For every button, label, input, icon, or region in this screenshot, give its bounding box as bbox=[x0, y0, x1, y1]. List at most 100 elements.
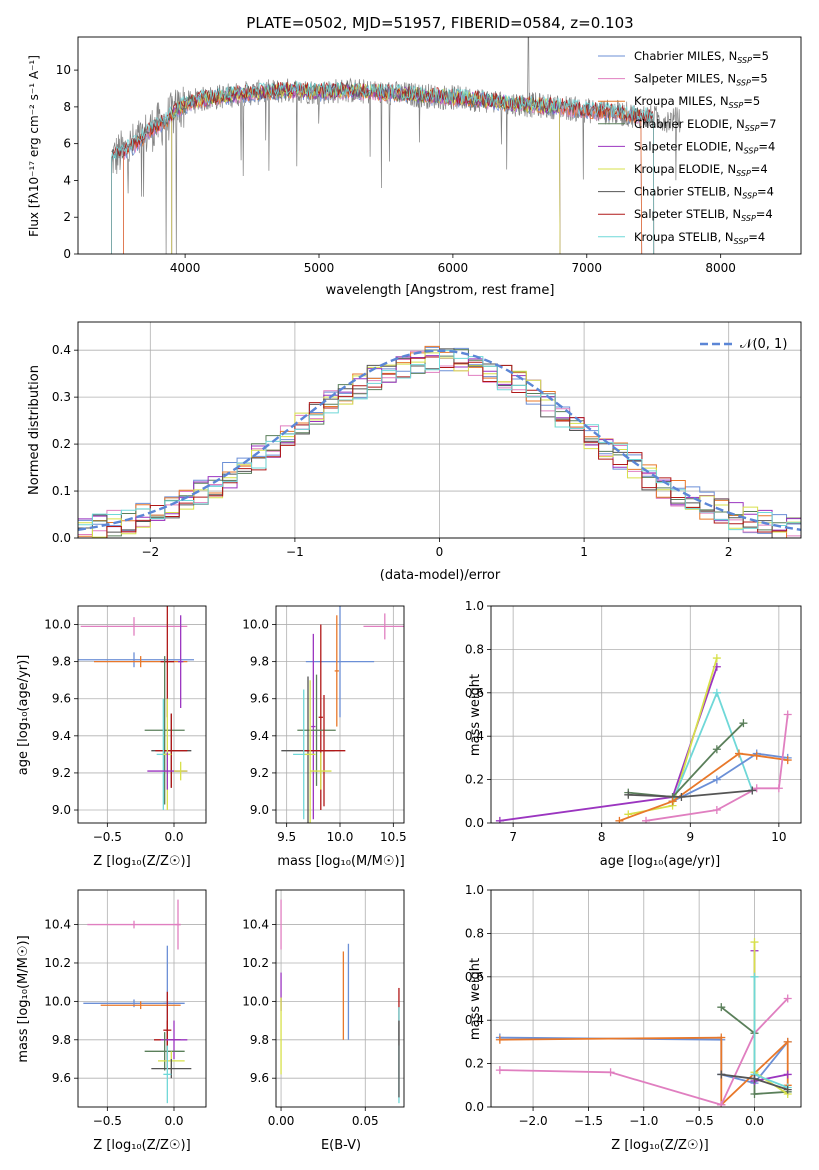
age-Z-ylabel: age [log₁₀(age/yr)] bbox=[16, 655, 31, 776]
plus-marker bbox=[752, 784, 761, 793]
plus-marker bbox=[495, 1035, 504, 1044]
y-tick-label: 9.8 bbox=[52, 1033, 71, 1047]
legend-entry: Kroupa MILES, NSSP=5 bbox=[634, 94, 760, 110]
x-tick-label: −2.0 bbox=[519, 1114, 548, 1128]
plot-area bbox=[280, 899, 400, 1104]
y-tick-label: 0.0 bbox=[465, 1100, 484, 1114]
x-tick-label: 0.0 bbox=[745, 1114, 764, 1128]
y-tick-label: 2 bbox=[63, 210, 71, 224]
y-tick-label: 9.6 bbox=[52, 692, 71, 706]
mass-weight-line bbox=[628, 722, 745, 798]
y-tick-label: 10.4 bbox=[44, 918, 71, 932]
x-tick-label: 8000 bbox=[705, 261, 736, 275]
y-tick-label: 9.0 bbox=[250, 803, 269, 817]
mw-Z-xlabel: Z [log₁₀(Z/Z☉)] bbox=[611, 1138, 708, 1153]
legend-entry: Chabrier MILES, NSSP=5 bbox=[634, 49, 769, 65]
x-tick-label: 10.0 bbox=[327, 830, 354, 844]
plus-marker bbox=[783, 1085, 792, 1094]
mass-vs-Z-panel: −0.5 0.0 9.6 9.8 10.0 10.2 10.4 bbox=[44, 889, 207, 1128]
x-tick-label: 7000 bbox=[572, 261, 603, 275]
y-tick-label: 0.3 bbox=[52, 390, 71, 404]
y-tick-label: 0.4 bbox=[465, 729, 484, 743]
x-tick-label: −0.5 bbox=[93, 830, 122, 844]
x-tick-label: 4000 bbox=[170, 261, 201, 275]
x-tick-label: −1.0 bbox=[629, 1114, 658, 1128]
plus-marker bbox=[717, 1070, 726, 1079]
mass-weight-line bbox=[672, 752, 788, 803]
gaussian-curve bbox=[78, 349, 801, 531]
mass-weight-vs-age-panel: 7 8 9 10 0.0 0.2 0.4 0.6 0.8 1.0 bbox=[465, 599, 802, 844]
plus-marker bbox=[783, 710, 792, 719]
mass-Z-ylabel: mass [log₁₀(M/M☉)] bbox=[16, 935, 31, 1062]
y-tick-label: 10.0 bbox=[44, 618, 71, 632]
y-tick-label: 9.6 bbox=[250, 692, 269, 706]
y-tick-label: 0.4 bbox=[52, 343, 71, 357]
y-tick-label: 10.2 bbox=[44, 956, 71, 970]
mw-age-ylabel: mass weight bbox=[468, 674, 483, 756]
legend-entry: Salpeter MILES, NSSP=5 bbox=[634, 72, 768, 88]
plot-area bbox=[495, 654, 792, 823]
axes-frame bbox=[275, 889, 405, 1108]
plus-marker bbox=[712, 805, 721, 814]
x-tick-label: 9.5 bbox=[277, 830, 296, 844]
legend-entry: Salpeter STELIB, NSSP=4 bbox=[634, 207, 773, 223]
x-tick-label: −1 bbox=[286, 545, 304, 559]
y-tick-label: 9.4 bbox=[52, 729, 71, 743]
plot-area bbox=[281, 606, 404, 823]
y-tick-label: 0.6 bbox=[465, 970, 484, 984]
plot-area bbox=[83, 899, 192, 1104]
x-tick-label: −0.5 bbox=[93, 1114, 122, 1128]
legend-entry: Kroupa ELODIE, NSSP=4 bbox=[634, 162, 768, 178]
x-tick-label: 10.5 bbox=[380, 830, 407, 844]
y-tick-label: 9.8 bbox=[250, 1033, 269, 1047]
y-tick-label: 0.6 bbox=[465, 686, 484, 700]
y-tick-label: 0.2 bbox=[465, 773, 484, 787]
y-tick-label: 9.0 bbox=[52, 803, 71, 817]
plus-marker bbox=[717, 1100, 726, 1107]
spectrum-panel: 4000 5000 6000 7000 8000 0 2 4 6 8 10 Chabrier MILE… bbox=[56, 36, 802, 275]
mw-Z-ylabel: mass weight bbox=[468, 958, 483, 1040]
residuals-ylabel: Normed distribution bbox=[27, 365, 42, 495]
y-tick-label: 0.0 bbox=[465, 816, 484, 830]
y-tick-label: 10 bbox=[56, 63, 71, 77]
x-tick-label: 0 bbox=[436, 545, 444, 559]
y-tick-label: 1.0 bbox=[465, 883, 484, 897]
x-tick-label: 0.00 bbox=[268, 1114, 295, 1128]
age-Z-xlabel: Z [log₁₀(Z/Z☉)] bbox=[93, 854, 190, 869]
plus-marker bbox=[750, 972, 759, 981]
y-tick-label: 0.4 bbox=[465, 1013, 484, 1027]
legend-entry: Salpeter ELODIE, NSSP=4 bbox=[634, 139, 775, 155]
y-tick-label: 9.6 bbox=[52, 1071, 71, 1085]
y-tick-label: 0.2 bbox=[52, 437, 71, 451]
mass-weight-line bbox=[753, 976, 789, 1089]
y-tick-label: 0.8 bbox=[465, 642, 484, 656]
legend-entry: Chabrier STELIB, NSSP=4 bbox=[634, 185, 774, 201]
spectrum-legend: Chabrier MILES, NSSP=5 Salpeter MILES, NS… bbox=[598, 49, 776, 246]
axes-frame bbox=[490, 889, 802, 1108]
x-tick-label: 7 bbox=[509, 830, 517, 844]
spectrum-ylabel: Flux [fλ10⁻¹⁷ erg cm⁻² s⁻¹ A⁻¹] bbox=[27, 55, 41, 237]
plus-marker bbox=[735, 749, 743, 758]
x-tick-label: −2 bbox=[141, 545, 159, 559]
y-tick-label: 4 bbox=[63, 173, 71, 187]
plus-marker bbox=[783, 756, 792, 765]
y-tick-label: 0.2 bbox=[465, 1057, 484, 1071]
plus-marker bbox=[712, 745, 721, 754]
spectrum-xlabel: wavelength [Angstrom, rest frame] bbox=[326, 283, 555, 298]
plot-area bbox=[111, 37, 681, 254]
plus-marker bbox=[712, 654, 721, 663]
x-tick-label: 5000 bbox=[304, 261, 335, 275]
plus-marker bbox=[717, 1003, 726, 1012]
axes-frame bbox=[77, 321, 802, 539]
mass-weight-line bbox=[645, 714, 789, 822]
plus-marker bbox=[712, 775, 721, 784]
legend-entry: Chabrier ELODIE, NSSP=7 bbox=[634, 117, 776, 133]
age-vs-Z-panel: −0.5 0.0 9.0 9.2 9.4 9.6 9.8 10.0 bbox=[44, 605, 207, 844]
residuals-xlabel: (data-model)/error bbox=[380, 568, 501, 583]
plus-marker bbox=[783, 1037, 792, 1046]
mass-weight-vs-Z-panel: −2.0 −1.5 −1.0 −0.5 0.0 0.0 0.2 0.4 0.6 0.8 1.0 bbox=[465, 883, 802, 1128]
plus-marker bbox=[783, 1070, 792, 1079]
x-tick-label: 1 bbox=[580, 545, 588, 559]
plus-marker bbox=[774, 784, 783, 793]
model-spectrum-line bbox=[123, 84, 643, 254]
